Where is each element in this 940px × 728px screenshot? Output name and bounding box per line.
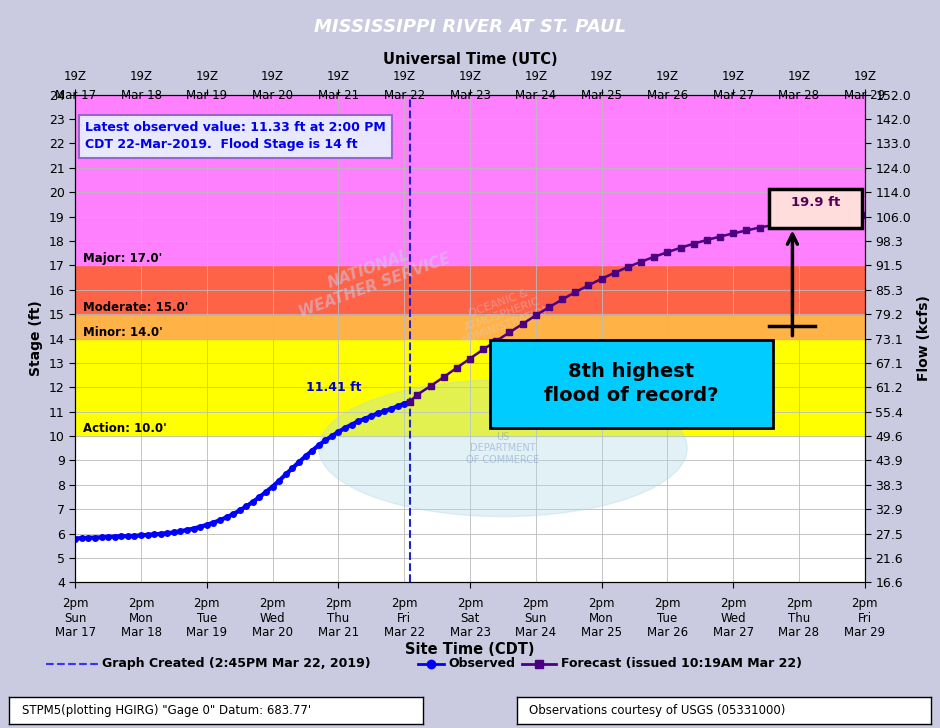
- Text: 19Z: 19Z: [854, 70, 876, 83]
- Text: Tue: Tue: [657, 612, 678, 625]
- Text: 19Z: 19Z: [590, 70, 613, 83]
- Text: Mar 22: Mar 22: [384, 89, 425, 102]
- Text: Sat: Sat: [461, 612, 479, 625]
- Text: 2pm: 2pm: [588, 597, 615, 610]
- Bar: [75, 95, 865, 266]
- Text: Mar 23: Mar 23: [449, 89, 491, 102]
- Y-axis label: Flow (kcfs): Flow (kcfs): [916, 296, 931, 381]
- Text: 2pm: 2pm: [786, 597, 812, 610]
- Text: Mar 29: Mar 29: [844, 89, 885, 102]
- Text: MISSISSIPPI RIVER AT ST. PAUL: MISSISSIPPI RIVER AT ST. PAUL: [314, 18, 626, 36]
- Text: Mon: Mon: [129, 612, 153, 625]
- Text: 19.9 ft: 19.9 ft: [791, 196, 840, 209]
- FancyBboxPatch shape: [769, 189, 861, 228]
- Text: Mar 27: Mar 27: [713, 89, 754, 102]
- Text: Mar 22: Mar 22: [384, 626, 425, 639]
- Text: Mar 17: Mar 17: [55, 626, 96, 639]
- Text: 19Z: 19Z: [525, 70, 547, 83]
- Text: Wed: Wed: [259, 612, 286, 625]
- Text: Tue: Tue: [196, 612, 217, 625]
- Text: 2pm: 2pm: [128, 597, 154, 610]
- Text: 19Z: 19Z: [393, 70, 415, 83]
- Text: Graph Created (2:45PM Mar 22, 2019): Graph Created (2:45PM Mar 22, 2019): [102, 657, 371, 670]
- Text: 19Z: 19Z: [196, 70, 218, 83]
- Text: STPM5(plotting HGIRG) "Gage 0" Datum: 683.77': STPM5(plotting HGIRG) "Gage 0" Datum: 68…: [22, 704, 311, 717]
- Text: Mar 18: Mar 18: [120, 626, 162, 639]
- Text: Moderate: 15.0': Moderate: 15.0': [83, 301, 189, 314]
- Text: Mar 27: Mar 27: [713, 626, 754, 639]
- Text: Mar 28: Mar 28: [778, 626, 820, 639]
- Text: Observations courtesy of USGS (05331000): Observations courtesy of USGS (05331000): [529, 704, 786, 717]
- Text: Mar 25: Mar 25: [581, 89, 622, 102]
- Text: Sun: Sun: [64, 612, 86, 625]
- Text: Universal Time (UTC): Universal Time (UTC): [383, 52, 557, 67]
- FancyBboxPatch shape: [490, 340, 773, 427]
- Text: Minor: 14.0': Minor: 14.0': [83, 325, 163, 339]
- Text: Mar 20: Mar 20: [252, 89, 293, 102]
- Text: 19Z: 19Z: [327, 70, 350, 83]
- Text: OCEANIC &
ATMOSPHERIC
ADMINISTRATION: OCEANIC & ATMOSPHERIC ADMINISTRATION: [452, 282, 554, 346]
- Text: Mar 17: Mar 17: [55, 89, 96, 102]
- Text: Mar 23: Mar 23: [449, 626, 491, 639]
- Bar: [75, 339, 865, 436]
- Text: 19Z: 19Z: [261, 70, 284, 83]
- Text: Major: 17.0': Major: 17.0': [83, 252, 163, 265]
- Text: Mar 20: Mar 20: [252, 626, 293, 639]
- Text: Fri: Fri: [397, 612, 412, 625]
- Text: Mar 21: Mar 21: [318, 89, 359, 102]
- Text: 2pm: 2pm: [259, 597, 286, 610]
- Text: Mar 19: Mar 19: [186, 89, 227, 102]
- Text: 2pm: 2pm: [720, 597, 746, 610]
- Text: 19Z: 19Z: [722, 70, 744, 83]
- Text: 19Z: 19Z: [656, 70, 679, 83]
- Text: Thu: Thu: [788, 612, 810, 625]
- Text: 19Z: 19Z: [459, 70, 481, 83]
- Text: 19Z: 19Z: [788, 70, 810, 83]
- Text: Mar 24: Mar 24: [515, 626, 556, 639]
- Text: Observed: Observed: [448, 657, 515, 670]
- Text: Sun: Sun: [525, 612, 547, 625]
- Circle shape: [319, 380, 687, 517]
- Text: Thu: Thu: [327, 612, 350, 625]
- Text: Mar 21: Mar 21: [318, 626, 359, 639]
- Text: 2pm: 2pm: [194, 597, 220, 610]
- Text: Mar 26: Mar 26: [647, 89, 688, 102]
- Text: Mar 26: Mar 26: [647, 626, 688, 639]
- Text: Action: 10.0': Action: 10.0': [83, 422, 166, 435]
- Bar: [75, 314, 865, 339]
- Text: Site Time (CDT): Site Time (CDT): [405, 642, 535, 657]
- Text: Mar 28: Mar 28: [778, 89, 820, 102]
- Text: NATIONAL
WEATHER SERVICE: NATIONAL WEATHER SERVICE: [290, 235, 452, 320]
- Text: 19Z: 19Z: [130, 70, 152, 83]
- Text: Mar 25: Mar 25: [581, 626, 622, 639]
- Text: Mar 29: Mar 29: [844, 626, 885, 639]
- Text: 2pm: 2pm: [391, 597, 417, 610]
- Text: Mon: Mon: [589, 612, 614, 625]
- Text: Fri: Fri: [857, 612, 872, 625]
- Bar: [75, 266, 865, 314]
- Text: 19Z: 19Z: [64, 70, 86, 83]
- Text: 2pm: 2pm: [62, 597, 88, 610]
- Text: Wed: Wed: [720, 612, 746, 625]
- Text: Mar 19: Mar 19: [186, 626, 227, 639]
- Text: 8th highest
flood of record?: 8th highest flood of record?: [544, 363, 718, 405]
- Text: 2pm: 2pm: [523, 597, 549, 610]
- Text: 2pm: 2pm: [457, 597, 483, 610]
- Text: 2pm: 2pm: [325, 597, 352, 610]
- Text: Latest observed value: 11.33 ft at 2:00 PM
CDT 22-Mar-2019.  Flood Stage is 14 f: Latest observed value: 11.33 ft at 2:00 …: [86, 122, 385, 151]
- Text: 2pm: 2pm: [654, 597, 681, 610]
- Text: Forecast (issued 10:19AM Mar 22): Forecast (issued 10:19AM Mar 22): [561, 657, 802, 670]
- Y-axis label: Stage (ft): Stage (ft): [29, 301, 43, 376]
- Text: 11.41 ft: 11.41 ft: [306, 381, 361, 394]
- Text: US
DEPARTMENT
OF COMMERCE: US DEPARTMENT OF COMMERCE: [466, 432, 540, 465]
- Text: Mar 18: Mar 18: [120, 89, 162, 102]
- Text: Mar 24: Mar 24: [515, 89, 556, 102]
- Text: 2pm: 2pm: [852, 597, 878, 610]
